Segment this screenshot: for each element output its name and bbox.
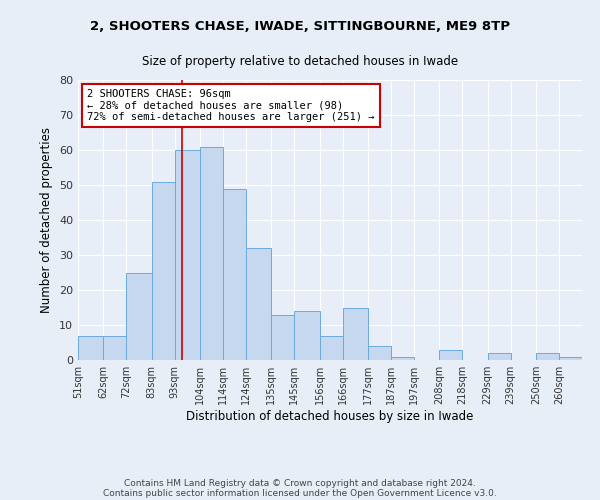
Bar [559, 356, 582, 360]
Text: 2 SHOOTERS CHASE: 96sqm
← 28% of detached houses are smaller (98)
72% of semi-de: 2 SHOOTERS CHASE: 96sqm ← 28% of detache… [87, 89, 375, 122]
Bar [391, 356, 414, 360]
Bar [343, 308, 368, 360]
Text: Contains public sector information licensed under the Open Government Licence v3: Contains public sector information licen… [103, 488, 497, 498]
Bar [175, 150, 200, 360]
Bar [127, 272, 152, 360]
Text: Contains HM Land Registry data © Crown copyright and database right 2024.: Contains HM Land Registry data © Crown c… [124, 478, 476, 488]
Bar [246, 248, 271, 360]
Bar [439, 350, 463, 360]
Bar [200, 146, 223, 360]
Bar [78, 336, 103, 360]
Bar [536, 353, 559, 360]
Bar [152, 182, 175, 360]
Bar [295, 311, 320, 360]
Text: 2, SHOOTERS CHASE, IWADE, SITTINGBOURNE, ME9 8TP: 2, SHOOTERS CHASE, IWADE, SITTINGBOURNE,… [90, 20, 510, 33]
Bar [320, 336, 343, 360]
Y-axis label: Number of detached properties: Number of detached properties [40, 127, 53, 313]
Bar [223, 188, 246, 360]
Bar [103, 336, 127, 360]
X-axis label: Distribution of detached houses by size in Iwade: Distribution of detached houses by size … [187, 410, 473, 423]
Bar [271, 314, 295, 360]
Bar [488, 353, 511, 360]
Text: Size of property relative to detached houses in Iwade: Size of property relative to detached ho… [142, 55, 458, 68]
Bar [368, 346, 391, 360]
